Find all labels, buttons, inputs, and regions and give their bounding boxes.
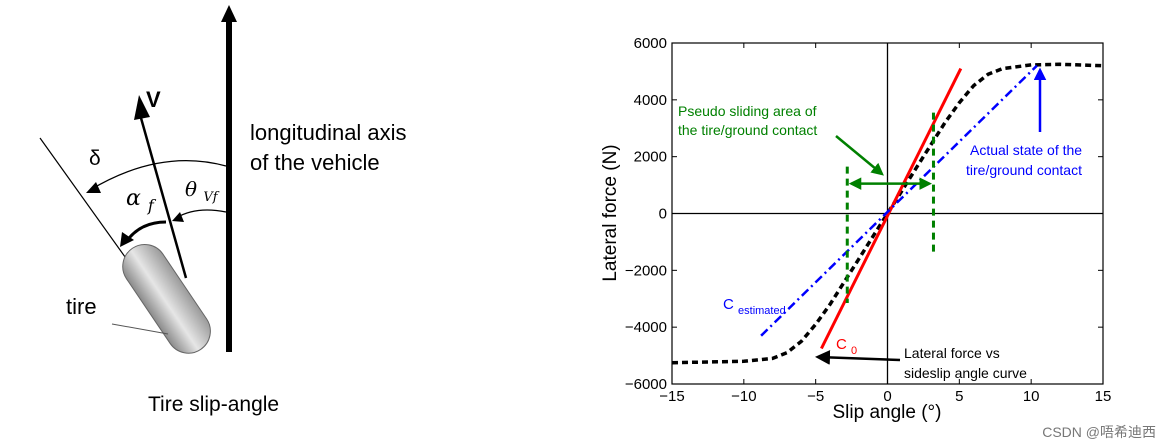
c-estimated-label: C estimated (723, 296, 786, 317)
delta-arc (89, 159, 227, 191)
tire-slip-diagram: V δ α f θ Vf tire longitudinal axis of t… (39, 5, 407, 416)
theta-label: θ Vf (185, 177, 220, 205)
theta-subscript: Vf (203, 190, 219, 205)
pseudo-annotation-arrow (835, 135, 884, 176)
theta-symbol: θ (185, 177, 197, 201)
curve-annotation-line2: sideslip angle curve (904, 365, 1027, 381)
x-tick-label: −15 (659, 388, 684, 405)
x-tick-label: 5 (955, 388, 963, 405)
pseudo-annotation-line1: Pseudo sliding area of (678, 103, 817, 119)
y-tick-label: 6000 (634, 35, 667, 52)
alpha-symbol: α (126, 186, 141, 211)
alpha-label: α f (126, 186, 157, 215)
y-tick-label: −4000 (625, 319, 667, 336)
curve-annotation-line1: Lateral force vs (904, 345, 1000, 361)
c0-main: C (836, 336, 847, 353)
velocity-vector (139, 117, 188, 279)
longitudinal-axis-arrowhead (221, 5, 237, 22)
y-tick-label: −6000 (625, 376, 667, 393)
y-tick-label: 4000 (634, 92, 667, 109)
velocity-label: V (146, 87, 161, 112)
tire-leader-line (111, 323, 169, 335)
c-estimated-line (760, 64, 1038, 337)
x-tick-label: 0 (883, 388, 891, 405)
x-axis-label: Slip angle (°) (833, 402, 942, 423)
curve-annotation-arrow (815, 349, 901, 365)
pseudo-sliding-layer (845, 112, 935, 304)
x-tick-label: 10 (1023, 388, 1040, 405)
y-axis-label: Lateral force (N) (600, 144, 621, 281)
axis-label-line1: longitudinal axis (250, 120, 407, 145)
c0-sub: 0 (851, 345, 857, 357)
velocity-arrowhead (134, 95, 150, 120)
x-tick-label: 15 (1095, 388, 1112, 405)
c0-label: C 0 (836, 336, 857, 357)
x-tick-label: −10 (731, 388, 756, 405)
tick-layer: −15 −10 −5 0 5 10 15 −6000 −4000 −2000 0 2000 4000 60… (625, 35, 1111, 405)
delta-arc-arrowhead (86, 182, 101, 193)
y-tick-label: 2000 (634, 149, 667, 166)
x-tick-label: −5 (807, 388, 824, 405)
c0-line (820, 67, 963, 350)
lateral-force-chart: −15 −10 −5 0 5 10 15 −6000 −4000 −2000 0 2000 4000 60… (600, 35, 1111, 423)
series-layer (671, 62, 1104, 365)
theta-arc (175, 209, 227, 219)
actual-annotation-line2: tire/ground contact (966, 162, 1082, 178)
pseudo-annotation-line2: the tire/ground contact (678, 122, 817, 138)
tire-shape (122, 243, 211, 354)
c-estimated-sub: estimated (738, 305, 786, 317)
alpha-arc-arrowhead (120, 232, 134, 247)
y-tick-label: 0 (659, 206, 667, 223)
tire-label: tire (66, 294, 97, 319)
c-estimated-main: C (723, 296, 734, 313)
figure-caption: Tire slip-angle (148, 393, 279, 416)
delta-label: δ (89, 147, 101, 170)
y-tick-label: −2000 (625, 262, 667, 279)
watermark: CSDN @唔希迪西 (1042, 424, 1156, 440)
alpha-subscript: f (147, 196, 157, 215)
theta-arc-arrowhead (172, 212, 184, 222)
actual-annotation-line1: Actual state of the (970, 142, 1082, 158)
axis-label-line2: of the vehicle (250, 150, 380, 175)
